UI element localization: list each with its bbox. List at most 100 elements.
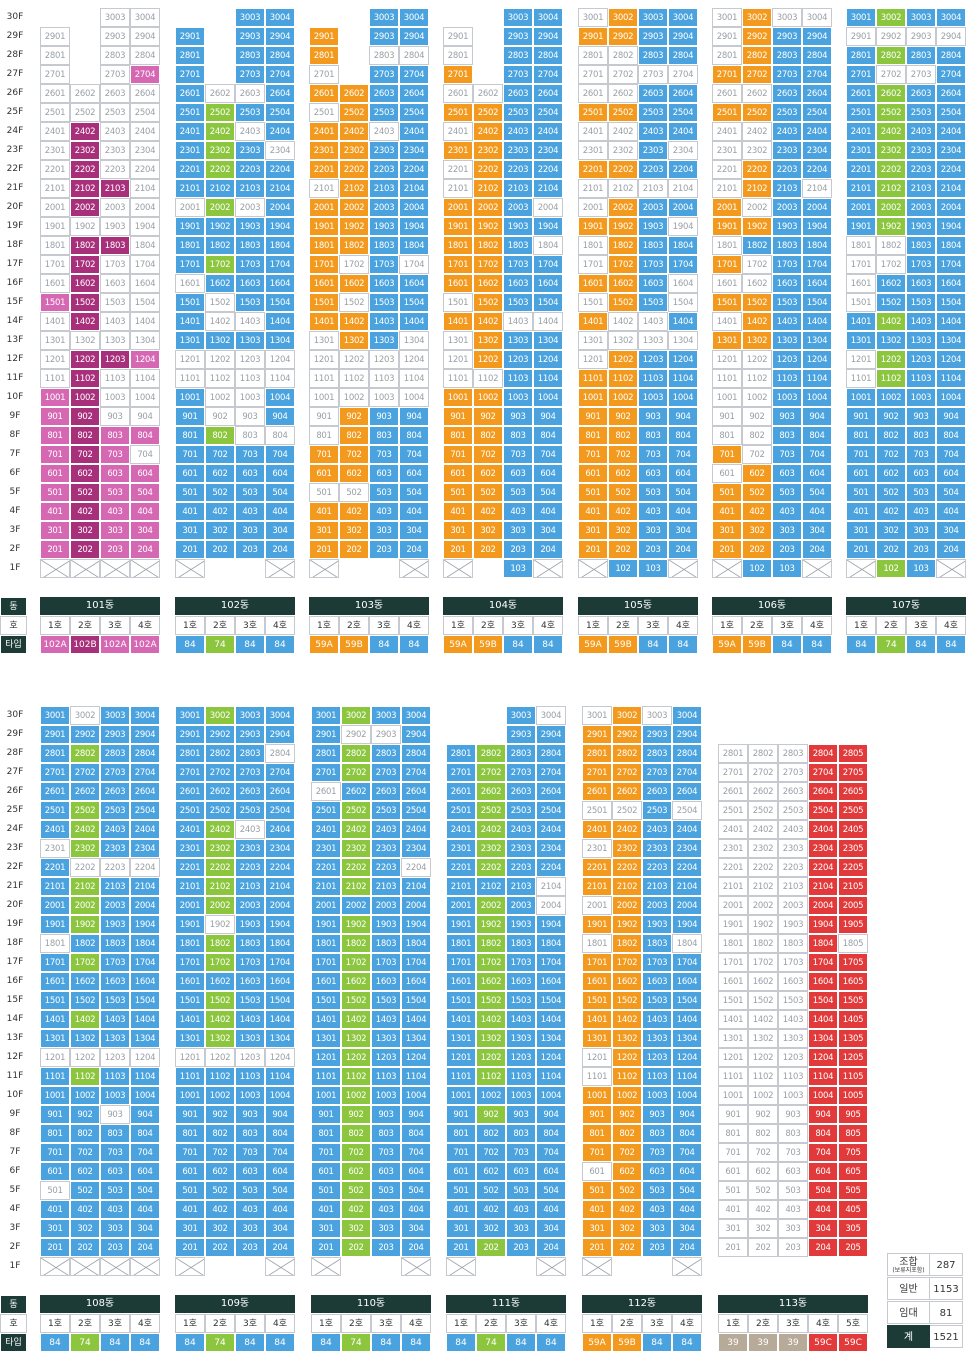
unit-cell[interactable]: 1103: [638, 369, 668, 388]
unit-cell[interactable]: 903: [100, 407, 130, 426]
unit-cell[interactable]: 1903: [503, 217, 533, 236]
unit-cell[interactable]: 2403: [235, 820, 265, 839]
unit-cell[interactable]: 2304: [130, 839, 160, 858]
unit-cell[interactable]: 1602: [339, 274, 369, 293]
unit-cell[interactable]: 201: [175, 540, 205, 559]
unit-cell[interactable]: 1402: [608, 312, 638, 331]
unit-cell[interactable]: 401: [446, 1200, 476, 1219]
unit-cell[interactable]: 1501: [712, 293, 742, 312]
unit-cell[interactable]: 803: [772, 426, 802, 445]
unit-cell[interactable]: 304: [672, 1219, 702, 1238]
unit-cell[interactable]: 1504: [536, 991, 566, 1010]
unit-cell[interactable]: 1302: [876, 331, 906, 350]
unit-cell[interactable]: 2604: [936, 84, 966, 103]
unit-cell[interactable]: 1202: [339, 350, 369, 369]
unit-cell[interactable]: 2802: [876, 46, 906, 65]
unit-cell[interactable]: 2001: [175, 198, 205, 217]
unit-cell[interactable]: 1503: [778, 991, 808, 1010]
unit-cell[interactable]: 902: [608, 407, 638, 426]
unit-cell[interactable]: 901: [718, 1105, 748, 1124]
unit-cell[interactable]: 2204: [802, 160, 832, 179]
unit-cell[interactable]: 1601: [40, 274, 70, 293]
unit-cell[interactable]: 401: [175, 502, 205, 521]
unit-cell[interactable]: 1103: [371, 1067, 401, 1086]
unit-cell[interactable]: 1801: [712, 236, 742, 255]
unit-cell[interactable]: 1304: [399, 331, 429, 350]
unit-cell[interactable]: 3004: [265, 8, 295, 27]
unit-cell[interactable]: 2402: [748, 820, 778, 839]
unit-cell[interactable]: 1902: [476, 915, 506, 934]
unit-cell[interactable]: 1104: [399, 369, 429, 388]
unit-cell[interactable]: 1801: [578, 236, 608, 255]
unit-cell[interactable]: 3003: [100, 8, 130, 27]
unit-cell[interactable]: 802: [748, 1124, 778, 1143]
unit-cell[interactable]: 604: [802, 464, 832, 483]
unit-cell[interactable]: 1803: [906, 236, 936, 255]
unit-cell[interactable]: 1303: [235, 1029, 265, 1048]
unit-cell[interactable]: 1001: [309, 388, 339, 407]
unit-cell[interactable]: 2404: [802, 122, 832, 141]
unit-cell[interactable]: 2802: [742, 46, 772, 65]
unit-cell[interactable]: 703: [642, 1143, 672, 1162]
unit-cell[interactable]: 2502: [341, 801, 371, 820]
unit-cell[interactable]: 2104: [130, 877, 160, 896]
unit-cell[interactable]: 1602: [473, 274, 503, 293]
unit-cell[interactable]: 1602: [205, 274, 235, 293]
unit-cell[interactable]: 1704: [130, 953, 160, 972]
unit-cell[interactable]: 3001: [712, 8, 742, 27]
unit-cell[interactable]: 1201: [846, 350, 876, 369]
unit-cell[interactable]: 3001: [40, 706, 70, 725]
unit-cell[interactable]: 1103: [235, 369, 265, 388]
unit-cell[interactable]: 2203: [638, 160, 668, 179]
unit-cell[interactable]: 1602: [205, 972, 235, 991]
unit-cell[interactable]: 1003: [778, 1086, 808, 1105]
unit-cell[interactable]: 1705: [838, 953, 868, 972]
unit-cell[interactable]: 401: [40, 1200, 70, 1219]
unit-cell[interactable]: 803: [100, 1124, 130, 1143]
unit-cell[interactable]: 2004: [808, 896, 838, 915]
unit-cell[interactable]: 204: [668, 540, 698, 559]
unit-cell[interactable]: 1401: [718, 1010, 748, 1029]
unit-cell[interactable]: 1802: [473, 236, 503, 255]
unit-cell[interactable]: 501: [718, 1181, 748, 1200]
unit-cell[interactable]: 201: [309, 540, 339, 559]
unit-cell[interactable]: 1002: [70, 388, 100, 407]
unit-cell[interactable]: 801: [846, 426, 876, 445]
unit-cell[interactable]: 702: [205, 445, 235, 464]
unit-cell[interactable]: 504: [265, 483, 295, 502]
unit-cell[interactable]: 1201: [446, 1048, 476, 1067]
unit-cell[interactable]: 1704: [536, 953, 566, 972]
unit-cell[interactable]: 1201: [309, 350, 339, 369]
unit-cell[interactable]: 702: [70, 1143, 100, 1162]
unit-cell[interactable]: 1104: [533, 369, 563, 388]
unit-cell[interactable]: 1504: [668, 293, 698, 312]
unit-cell[interactable]: 703: [778, 1143, 808, 1162]
unit-cell[interactable]: 2703: [638, 65, 668, 84]
unit-cell[interactable]: 1802: [742, 236, 772, 255]
unit-cell[interactable]: 2901: [578, 27, 608, 46]
unit-cell[interactable]: 1302: [473, 331, 503, 350]
unit-cell[interactable]: 2005: [838, 896, 868, 915]
unit-cell[interactable]: 401: [718, 1200, 748, 1219]
unit-cell[interactable]: 2404: [536, 820, 566, 839]
unit-cell[interactable]: 1704: [936, 255, 966, 274]
unit-cell[interactable]: 402: [205, 502, 235, 521]
unit-cell[interactable]: 1902: [205, 915, 235, 934]
unit-cell[interactable]: 2902: [341, 725, 371, 744]
unit-cell[interactable]: 204: [265, 540, 295, 559]
unit-cell[interactable]: 1604: [533, 274, 563, 293]
unit-cell[interactable]: 2402: [476, 820, 506, 839]
unit-cell[interactable]: 2201: [175, 160, 205, 179]
unit-cell[interactable]: 1203: [100, 350, 130, 369]
unit-cell[interactable]: 1002: [476, 1086, 506, 1105]
unit-cell[interactable]: 1202: [70, 350, 100, 369]
unit-cell[interactable]: 2601: [582, 782, 612, 801]
unit-cell[interactable]: 403: [100, 1200, 130, 1219]
unit-cell[interactable]: 2101: [578, 179, 608, 198]
unit-cell[interactable]: 2803: [235, 46, 265, 65]
unit-cell[interactable]: 2702: [476, 763, 506, 782]
unit-cell[interactable]: 903: [906, 407, 936, 426]
unit-cell[interactable]: 202: [70, 1238, 100, 1257]
unit-cell[interactable]: 1903: [100, 915, 130, 934]
unit-cell[interactable]: 801: [718, 1124, 748, 1143]
